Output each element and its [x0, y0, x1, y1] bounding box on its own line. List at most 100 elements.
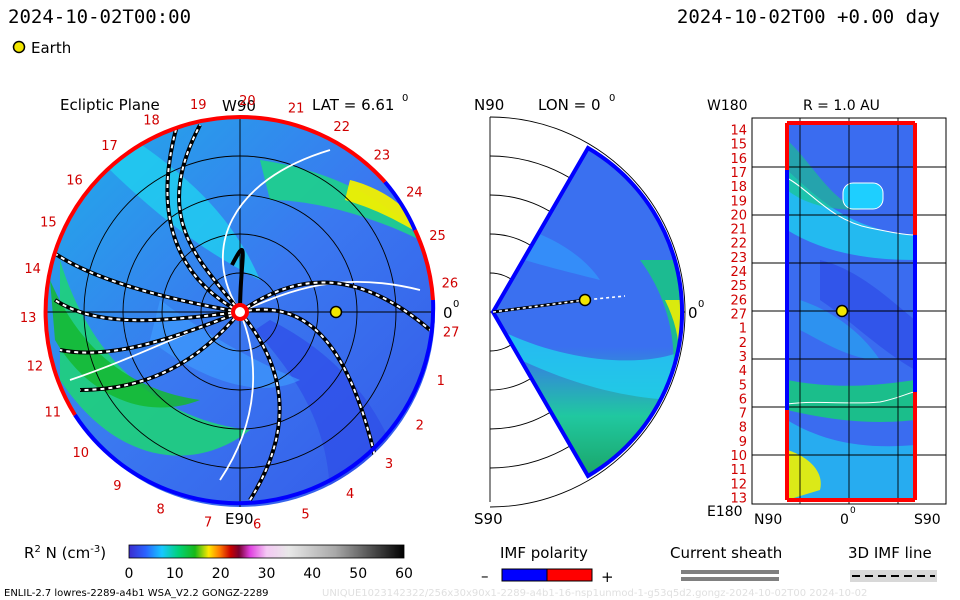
rmap-e180-label: E180 — [707, 504, 743, 520]
radial-map-panel: W180 R = 1.0 AU E180 — [707, 98, 947, 528]
rmap-y-label: 5 — [739, 378, 747, 393]
colorbar-tick-label: 10 — [166, 566, 184, 582]
rmap-x-label-n90: N90 — [754, 512, 782, 528]
meridional-n90-label: N90 — [474, 96, 504, 114]
rmap-x-label-0: 0 — [840, 512, 849, 528]
ecliptic-ring-label: 14 — [24, 262, 41, 277]
rmap-x-label-0-degree: 0 — [850, 506, 856, 516]
ecliptic-ring-label: 5 — [301, 508, 309, 523]
rmap-y-label: 10 — [730, 449, 747, 464]
meridional-title-degree: 0 — [609, 93, 615, 104]
ecliptic-ring-label: 24 — [406, 185, 423, 200]
ecliptic-ring-label: 17 — [101, 139, 118, 154]
colorbar-gradient — [128, 544, 405, 559]
rmap-y-label: 25 — [730, 279, 747, 294]
ecliptic-ring-label: 26 — [442, 277, 459, 292]
current-sheath-title: Current sheath — [670, 544, 782, 562]
ecliptic-ring-label: 12 — [27, 360, 44, 375]
ecliptic-lat-label: LAT = 6.61 — [312, 96, 394, 114]
colorbar-tick-label: 30 — [258, 566, 276, 582]
meridional-density-map — [493, 148, 683, 476]
ecliptic-ring-label: 3 — [385, 457, 393, 472]
rmap-y-label: 4 — [739, 364, 747, 379]
ecliptic-ring-label: 25 — [429, 229, 446, 244]
rmap-y-label: 21 — [730, 223, 747, 238]
rmap-y-label: 3 — [739, 350, 747, 365]
rmap-y-label: 23 — [730, 251, 747, 266]
meridional-boundary — [490, 145, 684, 479]
rmap-y-label: 11 — [730, 463, 747, 478]
rmap-y-label: 24 — [730, 265, 747, 280]
earth-legend-label: Earth — [31, 39, 71, 57]
ecliptic-0-label: 0 — [443, 304, 453, 322]
rmap-y-label: 2 — [739, 336, 747, 351]
rmap-y-label: 15 — [730, 138, 747, 153]
colorbar-label-sq: 2 — [34, 544, 40, 555]
colorbar-label-r: R — [24, 544, 34, 562]
current-sheath-swatch — [681, 570, 779, 574]
rmap-y-label: 14 — [730, 124, 747, 139]
ecliptic-ring-label: 27 — [443, 326, 460, 341]
rmap-y-label: 19 — [730, 194, 747, 209]
ecliptic-ring-label: 15 — [40, 215, 57, 230]
current-sheath-legend: Current sheath — [670, 544, 782, 581]
colorbar-ticks: 0 10 20 30 40 50 60 — [125, 566, 413, 582]
imf-polarity-title: IMF polarity — [500, 544, 588, 562]
rmap-title: R = 1.0 AU — [803, 98, 880, 114]
imf-polarity-legend: IMF polarity – + — [481, 544, 614, 586]
colorbar-tick-label: 50 — [349, 566, 367, 582]
rmap-y-label: 9 — [739, 435, 747, 450]
meridional-0-label: 0 — [688, 304, 698, 322]
ecliptic-earth-marker — [329, 305, 343, 319]
ecliptic-ring-label: 16 — [66, 174, 83, 189]
ecliptic-negative-polarity-arc — [383, 180, 417, 231]
ecliptic-lat-degree: 0 — [402, 93, 408, 104]
ecliptic-ring-label: 10 — [73, 446, 90, 461]
colorbar: R2 N (cm-3) 0 10 20 30 40 50 60 — [24, 544, 413, 582]
rmap-y-label: 12 — [730, 477, 747, 492]
rmap-y-label: 27 — [730, 308, 747, 323]
time-left: 2024-10-02T00:00 — [8, 6, 191, 28]
rmap-w180-label: W180 — [707, 98, 748, 114]
ecliptic-ring-label: 19 — [190, 98, 207, 113]
sun-marker — [231, 303, 249, 321]
colorbar-label: R2 N (cm-3) — [24, 544, 106, 562]
ecliptic-ring-label: 6 — [253, 517, 261, 532]
colorbar-tick-label: 0 — [125, 566, 134, 582]
ecliptic-ring-label: 21 — [288, 102, 305, 117]
ecliptic-ring-label: 8 — [156, 503, 164, 518]
rmap-y-label: 1 — [739, 322, 747, 337]
meridional-title: LON = 0 — [538, 96, 601, 114]
rmap-y-label: 8 — [739, 421, 747, 436]
rmap-y-label: 20 — [730, 208, 747, 223]
imf-positive-swatch — [546, 568, 593, 582]
meridional-earth-marker — [578, 293, 592, 307]
ecliptic-ring-label: 23 — [374, 149, 391, 164]
ecliptic-ring-label: 9 — [113, 479, 121, 494]
ecliptic-ring-label: 7 — [204, 516, 212, 531]
rmap-y-label: 7 — [739, 407, 747, 422]
imf-line-title: 3D IMF line — [848, 544, 932, 562]
ecliptic-ring-label: 18 — [143, 113, 160, 128]
imf-line-legend: 3D IMF line — [848, 544, 937, 582]
colorbar-tick-label: 60 — [395, 566, 413, 582]
footer-left: ENLIL-2.7 lowres-2289-a4b1 WSA_V2.2 GONG… — [4, 588, 269, 599]
ecliptic-ring-label: 2 — [416, 418, 424, 433]
rmap-y-label: 6 — [739, 392, 747, 407]
ecliptic-positive-polarity-arc — [43, 115, 241, 417]
rmap-y-label: 13 — [730, 492, 747, 507]
imf-minus-label: – — [481, 567, 489, 585]
ecliptic-e90-label: E90 — [225, 510, 254, 528]
meridional-0-degree: 0 — [698, 299, 704, 310]
colorbar-tick-label: 40 — [303, 566, 321, 582]
rmap-y-label: 26 — [730, 293, 747, 308]
rmap-density-map — [787, 123, 915, 500]
rmap-y-label: 22 — [730, 237, 747, 252]
meridional-s90-label: S90 — [474, 510, 503, 528]
rmap-y-label: 16 — [730, 152, 747, 167]
rmap-y-label: 17 — [730, 166, 747, 181]
ecliptic-ring-label: 20 — [239, 94, 256, 109]
rmap-polarity-border — [785, 121, 917, 502]
